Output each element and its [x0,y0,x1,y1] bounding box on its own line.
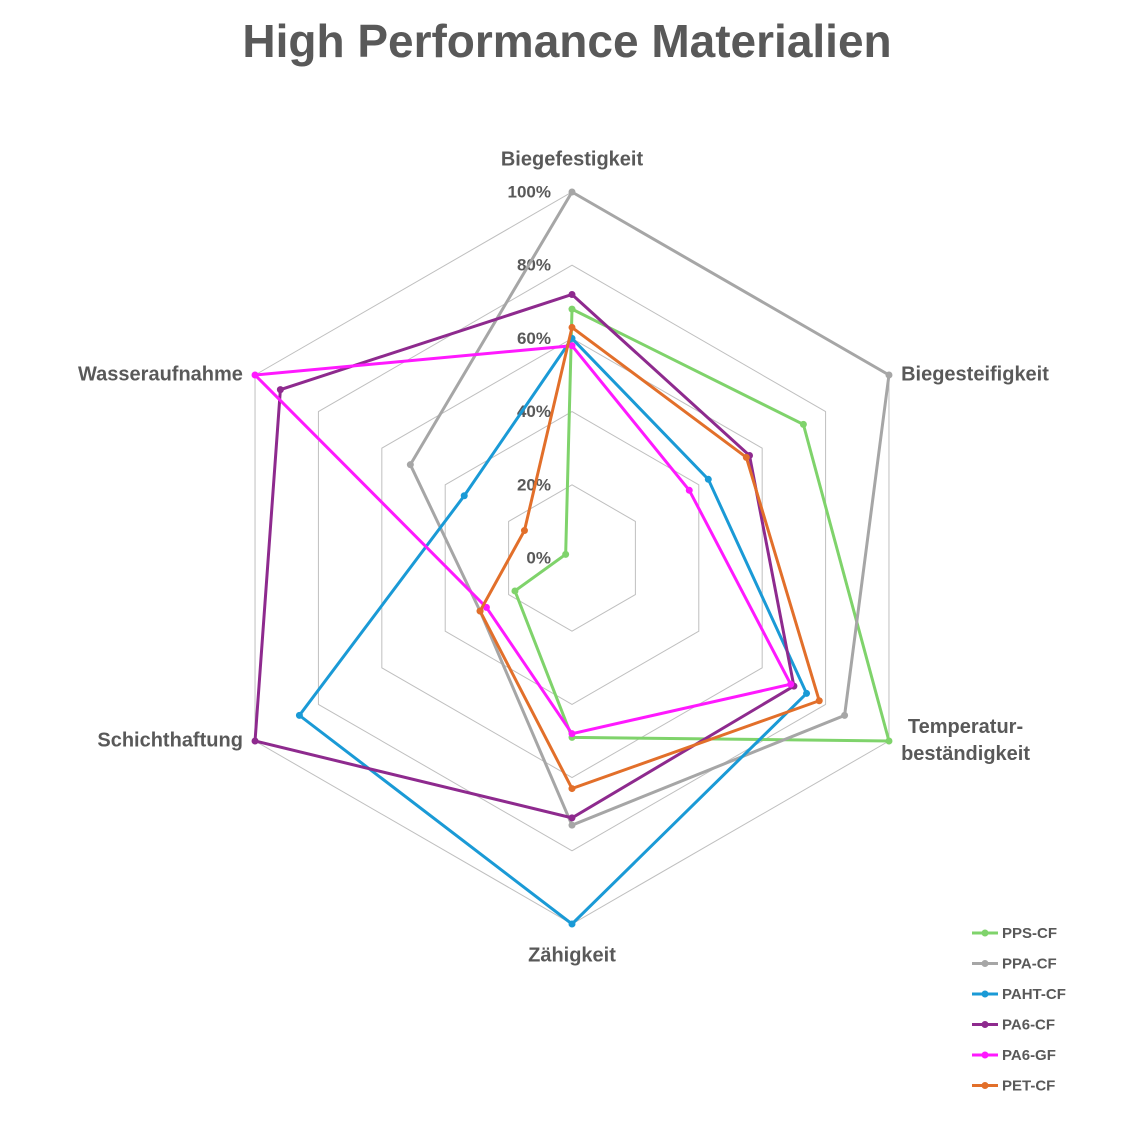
grid-line [508,484,636,632]
data-point [568,814,576,822]
legend-label: PA6-CF [1002,1016,1055,1033]
data-point [568,920,576,928]
axis-label: Wasseraufnahme [78,363,243,386]
axis-label: Schichthaftung [97,729,243,752]
legend-label: PAHT-CF [1002,986,1066,1003]
data-point [568,821,576,829]
data-point [460,492,468,500]
legend-marker [981,929,989,937]
data-point [568,188,576,196]
legend-label: PPA-CF [1002,955,1057,972]
data-point [803,689,811,697]
legend-label: PA6-GF [1002,1047,1056,1064]
axis-label: Biegesteifigkeit [901,363,1049,386]
grid-line [254,191,890,925]
axis-label: Zähigkeit [528,944,616,967]
data-point [799,420,807,428]
legend-marker [981,1082,989,1089]
data-point [276,386,284,394]
axis-label: Biegefestigkeit [500,148,644,171]
legend-marker [981,1051,989,1059]
data-point [568,290,576,298]
data-point [251,371,259,379]
data-point [476,607,484,615]
axis-label: Temperatur- beständigkeit [901,716,1030,765]
data-point [511,587,519,595]
tick-label: 60% [517,329,551,348]
tick-label: 0% [526,548,551,567]
series-line [297,336,809,926]
chart-title: High Performance Materialien [242,15,892,67]
data-point [685,486,693,494]
data-point [406,461,414,469]
tick-label: 100% [508,182,551,201]
data-point [885,371,893,379]
grid-line [444,411,700,705]
data-point [568,305,576,313]
legend-label: PET-CF [1002,1077,1055,1094]
series-line [513,306,891,743]
data-point [815,697,823,705]
data-point [568,785,576,793]
data-point [568,342,576,350]
legend-marker [981,990,989,998]
data-point [704,475,712,483]
data-point [885,737,893,745]
data-point [742,453,750,461]
legend-label: PPS-CF [1002,925,1057,942]
data-point [520,527,528,535]
grid-line [317,264,827,852]
legend-marker [981,1021,989,1028]
data-point [787,680,795,688]
data-point [841,711,849,719]
grid-line [381,337,763,779]
data-point [568,730,576,738]
series-line [408,189,891,828]
data-point [568,323,576,331]
legend-marker [981,960,989,967]
data-point [562,550,570,558]
data-point [295,711,303,719]
data-point [251,737,259,745]
